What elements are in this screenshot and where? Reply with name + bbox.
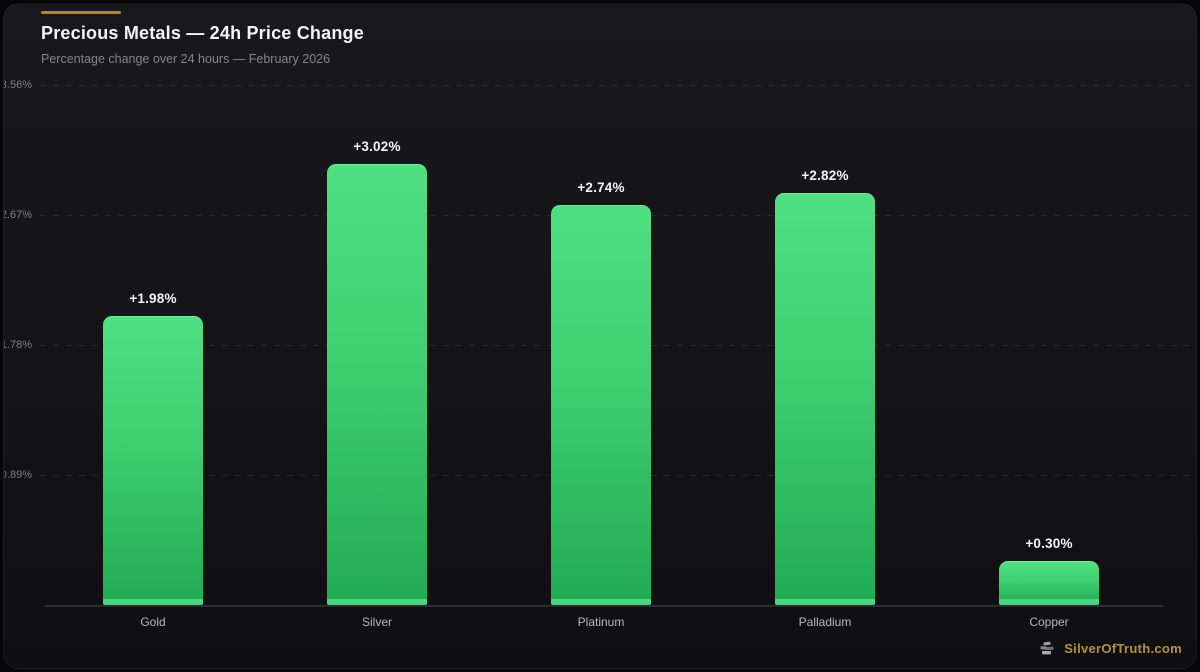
x-axis-label-silver: Silver (361, 615, 392, 629)
bar-silver (327, 164, 427, 605)
chart-card: Precious Metals — 24h Price Change Perce… (3, 3, 1197, 669)
bar-value-label-gold: +1.98% (129, 291, 177, 306)
x-axis-label-palladium: Palladium (798, 615, 852, 629)
bar-gold (103, 316, 203, 605)
bar-base-band (999, 599, 1099, 605)
x-axis-line (44, 605, 1164, 607)
title-accent-line (41, 11, 121, 14)
y-axis-tick-label: +3.56% (4, 79, 32, 92)
bar-platinum (551, 205, 651, 605)
bar-value-label-platinum: +2.74% (577, 180, 625, 195)
chart-header: Precious Metals — 24h Price Change Perce… (41, 11, 364, 66)
bar-base-band (103, 599, 203, 605)
bar-base-band (327, 599, 427, 605)
bar-chart-plot-area: +0.89% +1.78% +2.67% +3.56% +1.98% Gold +3.02%… (4, 4, 1196, 668)
y-axis-tick-label: +0.89% (4, 469, 32, 482)
watermark: SilverOfTruth.com (1038, 639, 1182, 657)
bar-value-label-palladium: +2.82% (801, 168, 849, 183)
bar-value-label-copper: +0.30% (1025, 536, 1073, 551)
bar-palladium (775, 193, 875, 605)
bar-copper (999, 561, 1099, 605)
x-axis-label-platinum: Platinum (577, 615, 625, 629)
watermark-url: SilverOfTruth.com (1064, 640, 1182, 656)
bar-base-band (775, 599, 875, 605)
gridline-3.56 (40, 85, 1196, 87)
y-axis-tick-label: +1.78% (4, 339, 32, 352)
x-axis-label-gold: Gold (140, 615, 166, 629)
silver-stack-icon (1038, 639, 1056, 657)
bar-value-label-silver: +3.02% (353, 139, 401, 154)
chart-title: Precious Metals — 24h Price Change (41, 23, 364, 43)
y-axis-tick-label: +2.67% (4, 209, 32, 222)
x-axis-label-copper: Copper (1029, 615, 1069, 629)
chart-subtitle: Percentage change over 24 hours — Februa… (41, 52, 331, 66)
bar-base-band (551, 599, 651, 605)
